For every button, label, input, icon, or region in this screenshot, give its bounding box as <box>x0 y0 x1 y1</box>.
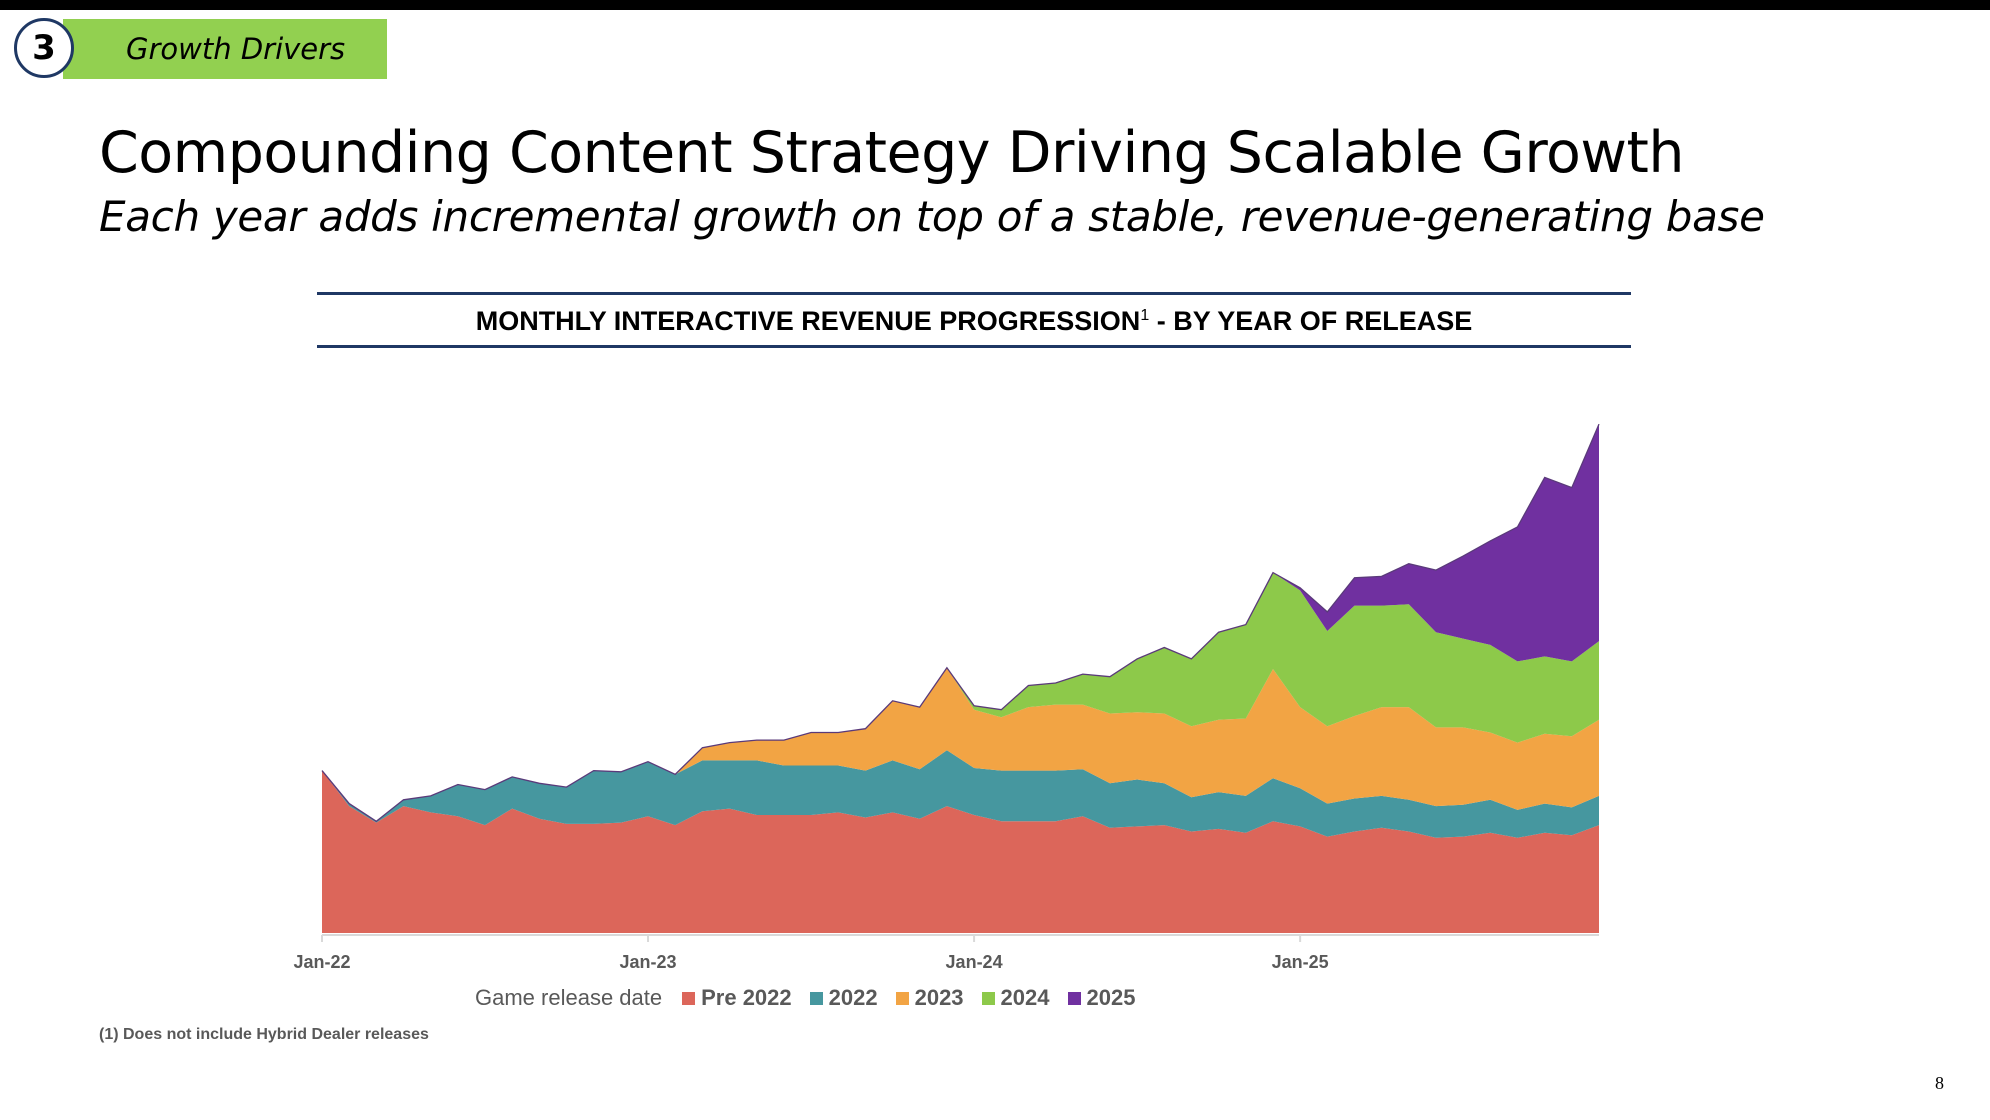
section-label: Growth Drivers <box>126 32 346 66</box>
legend-label: 2023 <box>914 985 964 1010</box>
area-layers <box>321 423 1600 933</box>
page-title: Compounding Content Strategy Driving Sca… <box>99 120 1685 186</box>
legend-item: 2024 <box>981 985 1050 1011</box>
legend-item: 2023 <box>895 985 964 1011</box>
legend-label: Pre 2022 <box>701 985 792 1010</box>
legend-swatch <box>682 991 696 1005</box>
chart-title-rule-bottom <box>317 345 1631 348</box>
chart-title-suffix: - BY YEAR OF RELEASE <box>1149 306 1473 336</box>
legend-swatch <box>1067 991 1081 1005</box>
legend: Game release date Pre 2022 2022 2023 2024 20… <box>475 985 1153 1011</box>
area-series-2023 <box>322 667 1599 822</box>
total-outline <box>321 423 1600 823</box>
legend-item: 2022 <box>809 985 878 1011</box>
legend-swatch <box>981 991 995 1005</box>
legend-title: Game release date <box>475 985 663 1010</box>
chart-title-text: MONTHLY INTERACTIVE REVENUE PROGRESSION <box>475 306 1141 336</box>
legend-label: 2025 <box>1086 985 1136 1010</box>
area-series-pre-2022 <box>322 770 1599 933</box>
x-tick-label: Jan-24 <box>946 952 1003 972</box>
top-bar <box>0 0 1990 10</box>
legend-item: Pre 2022 <box>682 985 792 1011</box>
x-tick-label: Jan-22 <box>293 952 350 972</box>
footnote: (1) Does not include Hybrid Dealer relea… <box>99 1026 429 1043</box>
x-tick-label: Jan-23 <box>620 952 677 972</box>
chart-title-footnote-mark: 1 <box>1140 307 1150 324</box>
area-series-2022 <box>322 750 1599 838</box>
x-axis: Jan-22 Jan-23 Jan-24 Jan-25 <box>293 934 1599 972</box>
page-number: 8 <box>1935 1073 1944 1093</box>
section-badge <box>63 19 387 79</box>
legend-label: 2022 <box>828 985 878 1010</box>
legend-swatch <box>809 991 823 1005</box>
section-number: 3 <box>14 18 74 78</box>
chart-title: MONTHLY INTERACTIVE REVENUE PROGRESSION1… <box>317 306 1631 337</box>
legend-item: 2025 <box>1067 985 1136 1011</box>
page-subtitle: Each year adds incremental growth on top… <box>99 192 1765 241</box>
legend-label: 2024 <box>1000 985 1050 1010</box>
x-tick-label: Jan-25 <box>1272 952 1329 972</box>
chart-title-rule-top <box>317 292 1631 295</box>
legend-swatch <box>895 991 909 1005</box>
area-series-2024 <box>322 572 1599 822</box>
